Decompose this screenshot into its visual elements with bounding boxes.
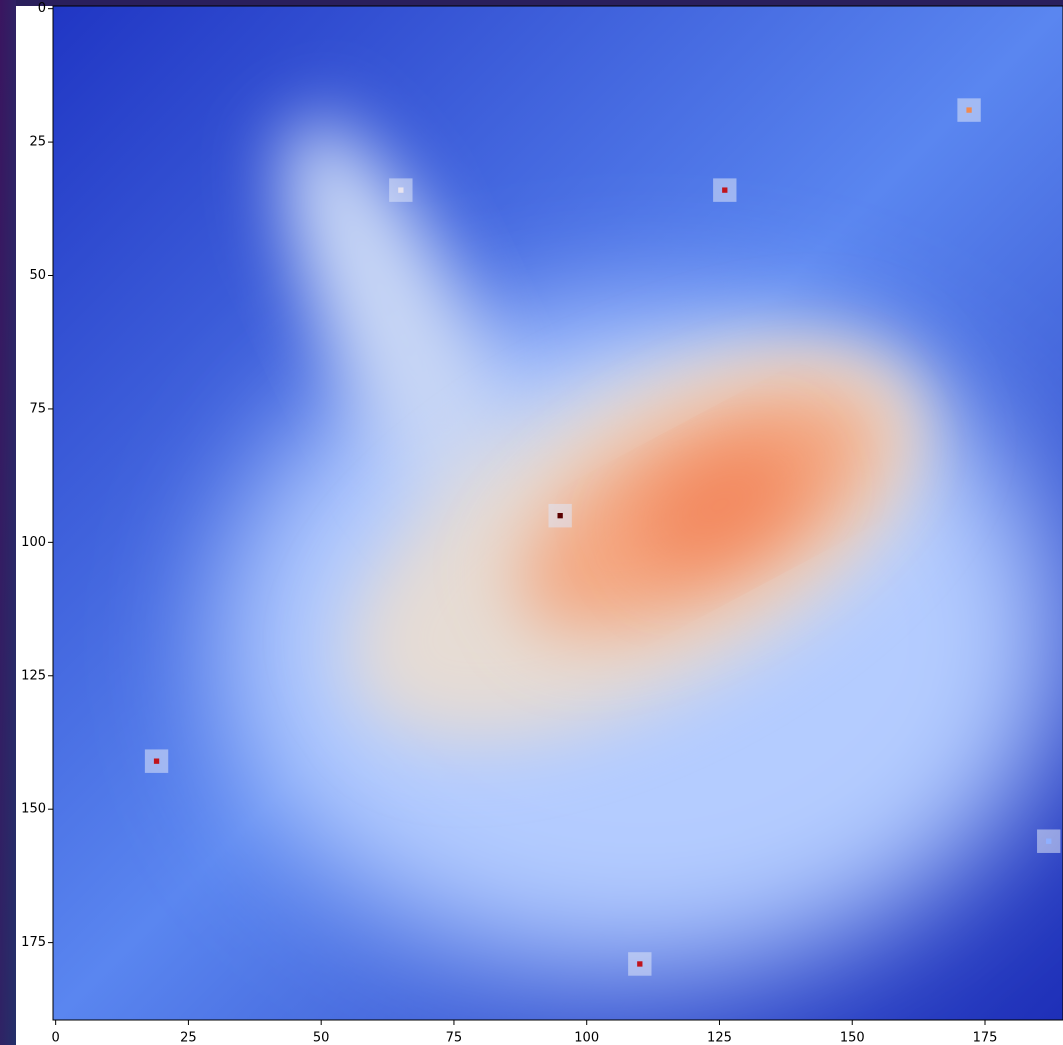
hotspot	[722, 187, 727, 192]
y-tick-label: 0	[38, 1, 46, 16]
y-tick-label: 25	[29, 135, 46, 150]
page: {"chart_data": {"type": "heatmap", "xlim…	[0, 0, 1063, 1045]
x-tick-label: 50	[313, 1031, 330, 1045]
y-tick-label: 125	[21, 668, 46, 683]
x-tick-label: 75	[446, 1031, 463, 1045]
x-tick-label: 175	[973, 1031, 998, 1045]
x-tick-label: 25	[180, 1031, 197, 1045]
x-tick-label: 0	[52, 1031, 60, 1045]
chart: 0 25 50 75 100 125 150 175 0 25 50 75 100 125 150 175	[0, 0, 1063, 1045]
hotspot	[966, 107, 971, 112]
hotspot	[637, 961, 642, 966]
hotspot	[398, 187, 403, 192]
hotspot	[154, 758, 159, 763]
x-tick-label: 125	[707, 1031, 732, 1045]
y-tick-label: 100	[21, 535, 46, 550]
y-tick-label: 175	[21, 935, 46, 950]
y-tick-label: 75	[29, 401, 46, 416]
y-tick-label: 50	[29, 268, 46, 283]
hotspot	[558, 513, 563, 518]
x-tick-label: 100	[574, 1031, 599, 1045]
backdrop	[0, 0, 16, 1045]
x-tick-label: 150	[840, 1031, 865, 1045]
y-tick-label: 150	[21, 802, 46, 817]
hotspot	[1046, 839, 1051, 844]
